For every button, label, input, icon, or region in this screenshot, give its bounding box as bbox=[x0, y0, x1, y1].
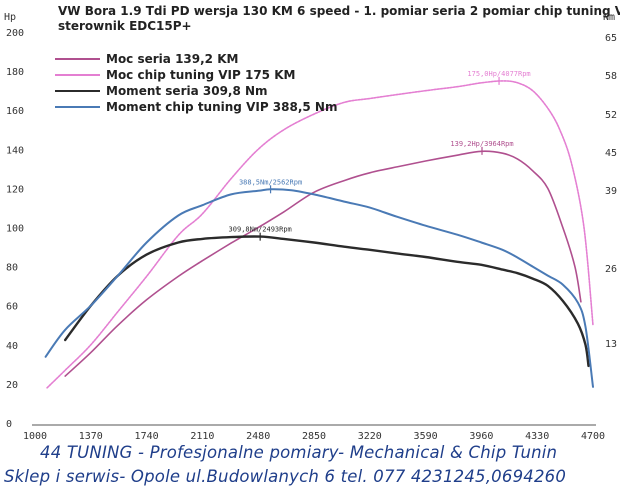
x-tick-label: 1740 bbox=[135, 431, 159, 442]
y-tick-label: 180 bbox=[6, 67, 24, 78]
y-tick-label: 60 bbox=[6, 302, 18, 313]
legend-entry: Moc chip tuning VIP 175 KM bbox=[106, 68, 295, 82]
right-tick-label: 52 bbox=[605, 110, 617, 121]
series-line-1 bbox=[64, 150, 582, 377]
right-tick-labels: 13 26 39 45 52 58 65 bbox=[605, 33, 617, 350]
annotation-label: 309,8Nm/2493Rpm bbox=[229, 226, 292, 234]
x-tick-label: 3220 bbox=[358, 431, 382, 442]
x-tick-label: 2480 bbox=[246, 431, 270, 442]
x-tick-label: 2110 bbox=[190, 431, 214, 442]
footer-line2: Sklep i serwis- Opole ul.Budowlanych 6 t… bbox=[4, 467, 567, 486]
left-axis-label: Hp bbox=[4, 12, 16, 23]
x-tick-label: 1000 bbox=[23, 431, 47, 442]
annotation-label: 175,0Hp/4077Rpm bbox=[467, 70, 530, 78]
series-lines bbox=[44, 80, 594, 389]
x-tick-label: 4330 bbox=[525, 431, 549, 442]
legend: Moc seria 139,2 KM Moc chip tuning VIP 17… bbox=[55, 52, 337, 114]
legend-entry: Moc seria 139,2 KM bbox=[106, 52, 238, 66]
series-line-3 bbox=[64, 235, 590, 368]
y-tick-label: 20 bbox=[6, 380, 18, 391]
right-tick-label: 45 bbox=[605, 148, 617, 159]
right-tick-label: 58 bbox=[605, 71, 617, 82]
series-line-4 bbox=[44, 188, 594, 388]
legend-entry: Moment seria 309,8 Nm bbox=[106, 84, 268, 98]
annotation-label: 388,5Nm/2562Rpm bbox=[239, 178, 302, 186]
y-tick-label: 0 bbox=[6, 419, 12, 430]
legend-entry: Moment chip tuning VIP 388,5 Nm bbox=[106, 100, 337, 114]
x-tick-label: 3590 bbox=[414, 431, 438, 442]
peak-annotations: 139,2Hp/3964Rpm 175,0Hp/4077Rpm 309,8Nm/24… bbox=[229, 70, 531, 241]
right-tick-label: 65 bbox=[605, 33, 617, 44]
chart-title-line1: VW Bora 1.9 Tdi PD wersja 130 KM 6 speed… bbox=[58, 4, 620, 18]
series-line-2 bbox=[46, 80, 594, 389]
y-tick-label: 200 bbox=[6, 28, 24, 39]
right-axis-label: Nm bbox=[603, 12, 615, 23]
y-tick-label: 100 bbox=[6, 224, 24, 235]
y-tick-label: 40 bbox=[6, 341, 18, 352]
x-tick-label: 3960 bbox=[469, 431, 493, 442]
y-tick-label: 80 bbox=[6, 263, 18, 274]
y-tick-label: 140 bbox=[6, 145, 24, 156]
right-tick-label: 39 bbox=[605, 186, 617, 197]
x-tick-labels: 1000 1370 1740 2110 2480 2850 3220 3590 3960 4330… bbox=[23, 431, 605, 442]
y-tick-label: 160 bbox=[6, 106, 24, 117]
left-tick-labels: 0 20 40 60 80 100 120 140 160 180 200 bbox=[6, 28, 24, 430]
x-tick-label: 4700 bbox=[581, 431, 605, 442]
right-tick-label: 26 bbox=[605, 264, 617, 275]
annotation-label: 139,2Hp/3964Rpm bbox=[450, 140, 513, 148]
x-tick-label: 1370 bbox=[79, 431, 103, 442]
footer-line1: 44 TUNING - Profesjonalne pomiary- Mecha… bbox=[40, 443, 558, 462]
chart-title-line2: sterownik EDC15P+ bbox=[58, 19, 192, 33]
y-tick-label: 120 bbox=[6, 184, 24, 195]
x-tick-label: 2850 bbox=[302, 431, 326, 442]
right-tick-label: 13 bbox=[605, 339, 617, 350]
